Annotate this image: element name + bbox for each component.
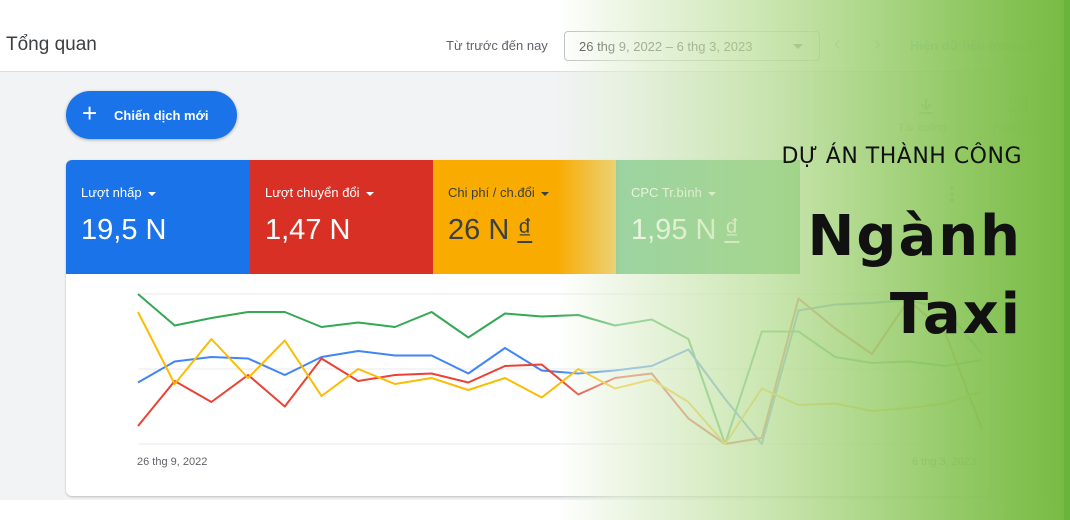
metric-name-text: Lượt nhấp [81, 185, 142, 200]
promo-subtitle: DỰ ÁN THÀNH CÔNG [781, 144, 1022, 169]
metric-name: Lượt nhấp [81, 185, 156, 200]
download-label: Tải xuống [898, 122, 947, 134]
date-range-label: Từ trước đến nay [446, 38, 548, 53]
metric-value-text: 1,95 N [631, 214, 717, 246]
next-period-button[interactable]: › [874, 33, 881, 55]
metric-value-text: 26 N [448, 214, 510, 246]
metric-conversions[interactable]: Lượt chuyển đổi 1,47 N [250, 160, 434, 274]
caret-down-icon [540, 191, 549, 196]
feedback-icon[interactable] [1006, 94, 1030, 118]
promo-edge [1064, 0, 1070, 520]
date-range-value: 26 thg 9, 2022 – 6 thg 3, 2023 [579, 39, 753, 54]
metric-name-text: Lượt chuyển đổi [265, 185, 360, 200]
promo-title-line-2: Taxi [889, 282, 1022, 347]
metric-name: CPC Tr.bình [631, 185, 716, 200]
metric-value-text: 19,5 N [81, 214, 167, 246]
metric-cost-per-conversion[interactable]: Chi phí / ch.đổi 26 N ₫ [433, 160, 617, 274]
new-campaign-button[interactable]: + Chiến dịch mới [66, 91, 237, 139]
currency-symbol: ₫ [517, 214, 533, 246]
x-axis-end-label: 6 thg 3, 2023 [912, 456, 977, 468]
metric-name: Lượt chuyển đổi [265, 185, 374, 200]
promo-title-line-1: Ngành [807, 204, 1022, 269]
top-bar: Tổng quan Từ trước đến nay 26 thg 9, 202… [0, 0, 1070, 72]
chevron-down-icon [793, 44, 803, 49]
metric-value-text: 1,47 N [265, 214, 351, 246]
plus-icon: + [82, 98, 98, 128]
metric-clicks[interactable]: Lượt nhấp 19,5 N [66, 160, 250, 274]
metric-name: Chi phí / ch.đổi [448, 185, 549, 200]
caret-down-icon [365, 191, 374, 196]
date-range-select[interactable]: 26 thg 9, 2022 – 6 thg 3, 2023 [564, 31, 820, 61]
show-data-link[interactable]: Hiện dữ liệu trong 30 [910, 38, 1041, 53]
prev-period-button[interactable]: ‹ [834, 33, 841, 55]
download-icon[interactable] [914, 94, 938, 118]
page-title: Tổng quan [6, 34, 97, 55]
metric-value: 1,47 N [265, 214, 350, 247]
new-campaign-label: Chiến dịch mới [114, 108, 209, 123]
feedback-label: Phản hồi [993, 122, 1037, 134]
metric-name-text: CPC Tr.bình [631, 185, 702, 200]
promo-title: Ngành Taxi [722, 198, 1022, 354]
metric-value: 26 N ₫ [448, 214, 532, 247]
x-axis-start-label: 26 thg 9, 2022 [137, 456, 208, 468]
metric-value: 19,5 N [81, 214, 166, 247]
caret-down-icon [147, 191, 156, 196]
caret-down-icon [707, 191, 716, 196]
metric-name-text: Chi phí / ch.đổi [448, 185, 535, 200]
